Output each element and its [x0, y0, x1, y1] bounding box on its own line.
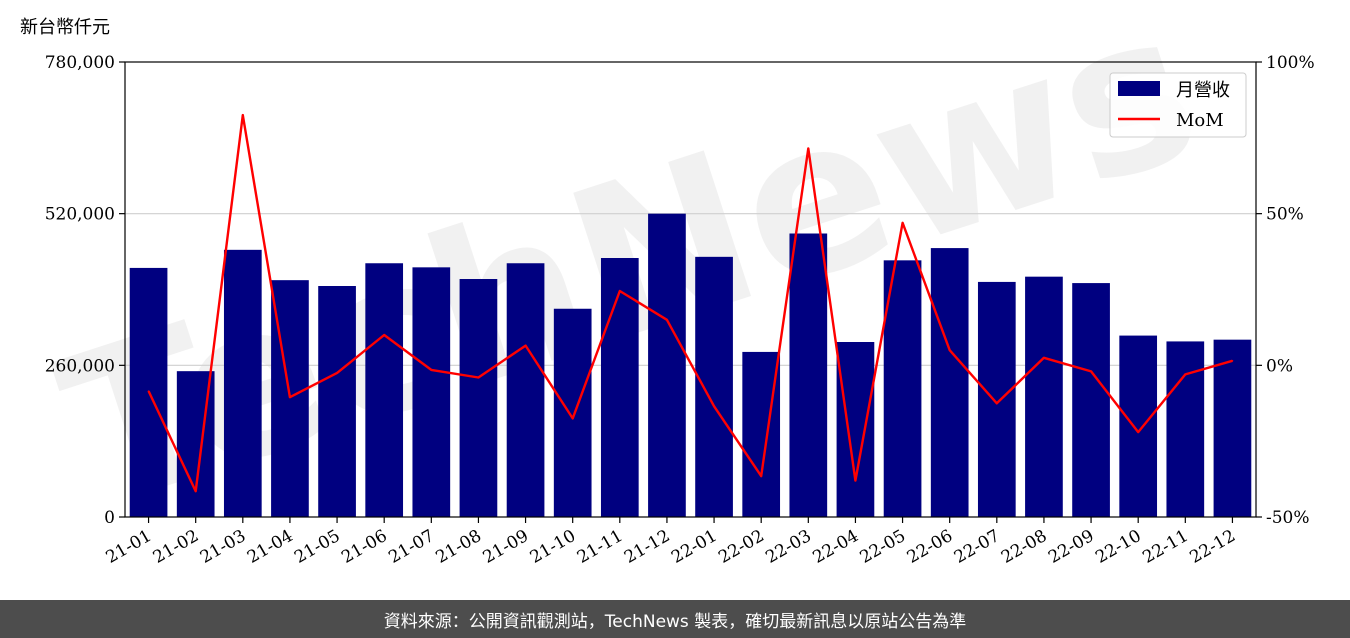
right-tick-label-1: 0%	[1266, 356, 1293, 376]
mom-point-22-12	[1231, 359, 1234, 362]
bar-21-08	[459, 279, 498, 517]
mom-point-21-08	[477, 376, 480, 379]
unit-label: 新台幣仟元	[20, 17, 110, 38]
bar-21-11	[600, 258, 639, 517]
bar-21-12	[648, 213, 686, 517]
right-tick-label-2: 50%	[1266, 205, 1304, 225]
x-tick-label-22-01: 22-01	[668, 526, 720, 568]
mom-point-22-04	[854, 479, 857, 482]
mom-point-22-07	[996, 402, 998, 405]
x-tick-label-21-07: 21-07	[385, 526, 437, 568]
mom-point-22-09	[1090, 370, 1092, 373]
x-tick-label-22-02: 22-02	[715, 526, 767, 568]
x-tick-label-21-03: 21-03	[197, 526, 249, 568]
x-tick-label-22-10: 22-10	[1092, 526, 1144, 568]
bar-22-08	[1025, 276, 1063, 517]
left-tick-label-2: 520,000	[45, 205, 115, 225]
mom-point-22-03	[807, 147, 810, 150]
x-tick-label-21-09: 21-09	[480, 526, 532, 568]
mom-point-21-12	[666, 319, 668, 321]
legend-label-revenue: 月營收	[1176, 80, 1230, 101]
legend-swatch-revenue	[1118, 81, 1160, 96]
x-tick-label-22-12: 22-12	[1186, 526, 1238, 568]
mom-point-21-01	[147, 390, 150, 392]
mom-series-line	[147, 113, 1233, 493]
right-tick-label-3: 100%	[1266, 53, 1315, 73]
x-tick-label-22-06: 22-06	[904, 526, 956, 568]
bar-22-02	[742, 351, 781, 517]
revenue-bars	[129, 213, 1252, 518]
x-tick-label-22-08: 22-08	[998, 526, 1050, 568]
bar-21-06	[365, 263, 404, 517]
x-tick-label-22-03: 22-03	[762, 526, 814, 568]
x-tick-label-22-09: 22-09	[1045, 526, 1097, 568]
mom-point-21-05	[336, 372, 338, 374]
mom-point-22-01	[713, 405, 715, 408]
plot-frame	[124, 61, 1257, 518]
mom-point-21-03	[242, 114, 244, 116]
x-tick-label-21-05: 21-05	[291, 526, 343, 568]
x-tick-label-21-06: 21-06	[338, 526, 390, 568]
bar-21-05	[318, 286, 356, 517]
mom-point-21-11	[619, 290, 621, 292]
bar-21-03	[223, 249, 262, 518]
mom-point-22-05	[901, 221, 904, 224]
mom-line	[147, 113, 1234, 493]
bar-22-11	[1166, 341, 1205, 517]
bar-21-10	[553, 308, 592, 517]
mom-point-21-02	[194, 490, 197, 493]
mom-point-22-11	[1184, 373, 1187, 376]
bar-22-04	[836, 342, 875, 517]
right-tick-label-0: -50%	[1266, 508, 1310, 528]
bar-22-07	[977, 281, 1016, 517]
bar-21-07	[412, 267, 451, 517]
mom-point-21-09	[524, 344, 527, 347]
left-tick-label-3: 780,000	[45, 53, 115, 73]
monthly-revenue-chart: TechNews 0260,000520,000780,000-50%0%50%…	[20, 0, 1315, 568]
left-tick-label-1: 260,000	[45, 356, 115, 376]
x-tick-label-21-11: 21-11	[574, 526, 626, 568]
mom-point-22-08	[1043, 356, 1045, 359]
x-tick-label-22-04: 22-04	[809, 526, 861, 568]
bar-21-09	[506, 263, 545, 517]
mom-point-21-04	[289, 396, 291, 398]
legend-label-mom: MoM	[1176, 110, 1224, 131]
mom-point-21-10	[571, 417, 574, 420]
legend: 月營收 MoM	[1109, 72, 1247, 138]
x-tick-label-22-11: 22-11	[1139, 526, 1191, 568]
mom-point-21-06	[383, 334, 385, 336]
mom-point-22-06	[948, 349, 951, 351]
bar-22-06	[930, 248, 969, 518]
mom-point-22-10	[1137, 431, 1139, 433]
mom-point-22-02	[760, 475, 762, 477]
bar-22-01	[695, 256, 733, 517]
bar-22-03	[789, 233, 828, 517]
left-tick-label-0: 0	[104, 508, 115, 528]
bar-22-10	[1119, 335, 1158, 517]
bar-22-05	[883, 260, 922, 517]
mom-point-21-07	[430, 369, 433, 371]
x-tick-label-21-12: 21-12	[621, 526, 673, 568]
x-tick-label-21-08: 21-08	[432, 526, 484, 568]
bar-22-09	[1072, 283, 1110, 517]
x-tick-label-22-07: 22-07	[951, 526, 1003, 568]
x-tick-label-21-04: 21-04	[244, 526, 296, 568]
bar-22-12	[1213, 339, 1252, 517]
source-footer: 資料來源：公開資訊觀測站，TechNews 製表，確切最新訊息以原站公告為準	[0, 600, 1350, 638]
x-tick-label-22-05: 22-05	[857, 526, 909, 568]
x-tick-label-21-10: 21-10	[527, 526, 579, 568]
